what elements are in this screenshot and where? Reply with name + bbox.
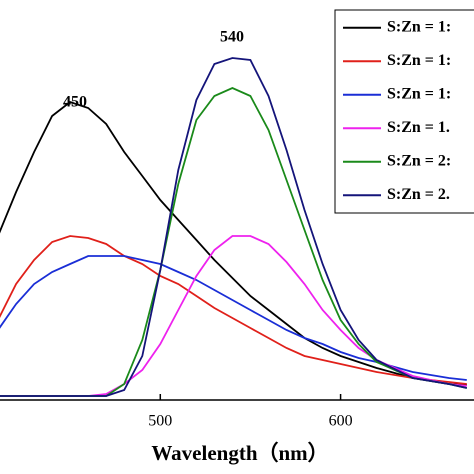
series-line — [0, 57, 467, 397]
series-line — [0, 235, 467, 385]
legend-box — [334, 9, 474, 214]
x-axis-label: Wavelength（nm） — [151, 441, 328, 465]
x-tick-label: 600 — [329, 413, 353, 430]
legend-label: S:Zn = 2. — [387, 186, 450, 203]
legend-label: S:Zn = 1: — [387, 85, 451, 102]
series-line — [0, 255, 467, 381]
annotation: 540 — [220, 29, 244, 46]
x-tick-label: 500 — [148, 413, 172, 430]
series-line — [0, 235, 467, 397]
legend-label: S:Zn = 1: — [387, 18, 451, 35]
legend-label: S:Zn = 1. — [387, 119, 450, 136]
annotation: 450 — [63, 94, 87, 111]
legend-label: S:Zn = 1: — [387, 52, 451, 69]
series-line — [0, 100, 467, 386]
legend-label: S:Zn = 2: — [387, 152, 451, 169]
